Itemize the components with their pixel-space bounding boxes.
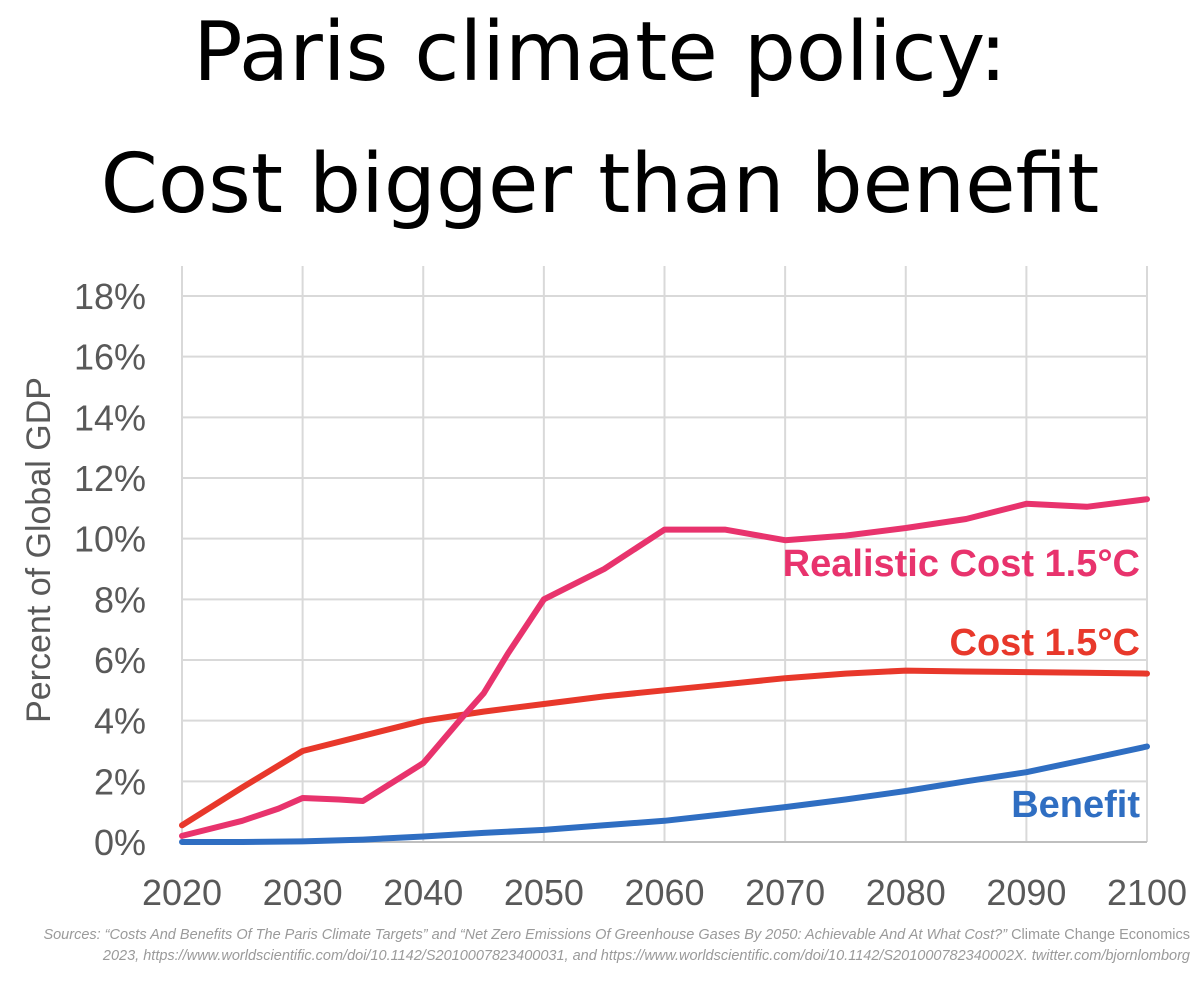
chart-title-line-2: Cost bigger than benefit xyxy=(100,137,1100,232)
chart-title-line-1: Paris climate policy: xyxy=(193,5,1007,100)
x-tick-label: 2090 xyxy=(986,872,1066,913)
x-tick-label: 2030 xyxy=(263,872,343,913)
series-labels: Realistic Cost 1.5°C Cost 1.5°C Benefit xyxy=(783,543,1141,826)
x-tick-label: 2070 xyxy=(745,872,825,913)
series-line-cost xyxy=(179,667,1150,829)
y-tick-label: 10% xyxy=(74,519,146,560)
sources-citation: Sources: “Costs And Benefits Of The Pari… xyxy=(20,925,1190,967)
x-tick-label: 2100 xyxy=(1107,872,1187,913)
sources-text-2: Climate Change Economics xyxy=(1007,927,1190,943)
sources-text-1: Sources: “Costs And Benefits Of The Pari… xyxy=(43,927,1008,943)
y-tick-label: 2% xyxy=(94,761,146,802)
series-line-benefit xyxy=(179,743,1150,845)
grid xyxy=(181,266,1148,843)
y-tick-label: 16% xyxy=(74,337,146,378)
series-line-realistic-cost xyxy=(179,496,1150,839)
series-label-realistic-cost: Realistic Cost 1.5°C xyxy=(783,543,1140,585)
y-tick-label: 8% xyxy=(94,579,146,620)
y-tick-label: 12% xyxy=(74,458,146,499)
series-label-benefit: Benefit xyxy=(1011,784,1140,826)
series-label-cost: Cost 1.5°C xyxy=(950,622,1140,664)
x-tick-label: 2080 xyxy=(866,872,946,913)
series-lines xyxy=(179,496,1150,845)
x-tick-label: 2040 xyxy=(383,872,463,913)
y-tick-label: 14% xyxy=(74,397,146,438)
y-tick-label: 6% xyxy=(94,640,146,681)
y-axis-ticks: 0% 2% 4% 6% 8% 10% 12% 14% 16% 18% xyxy=(74,276,146,863)
x-tick-label: 2020 xyxy=(142,872,222,913)
x-tick-label: 2050 xyxy=(504,872,584,913)
x-tick-label: 2060 xyxy=(624,872,704,913)
y-tick-label: 18% xyxy=(74,276,146,317)
y-axis-label: Percent of Global GDP xyxy=(20,377,58,723)
y-tick-label: 4% xyxy=(94,701,146,742)
sources-text-3: 2023, https://www.worldscientific.com/do… xyxy=(102,948,1190,964)
y-tick-label: 0% xyxy=(94,822,146,863)
x-axis-ticks: 2020 2030 2040 2050 2060 2070 2080 2090 2100 xyxy=(142,872,1187,913)
